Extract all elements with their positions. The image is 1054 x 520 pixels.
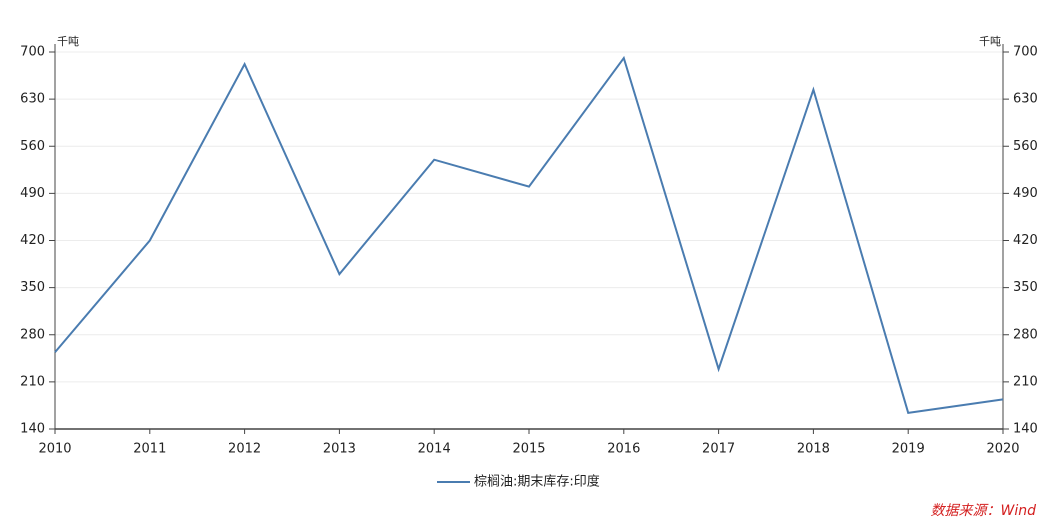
source: 数据来源：Wind — [931, 503, 1037, 519]
y2-tick-label: 630 — [1013, 92, 1038, 107]
x-tick-label: 2019 — [892, 442, 925, 457]
y2-unit: 千吨 — [979, 35, 1001, 48]
y-tick-label: 350 — [20, 280, 45, 295]
y-tick-label: 490 — [20, 186, 45, 201]
x-tick-label: 2011 — [133, 442, 166, 457]
y-tick-label: 210 — [20, 374, 45, 389]
line — [54, 55, 1004, 414]
x-tick-label: 2010 — [38, 442, 71, 457]
y2-tick-label: 350 — [1013, 280, 1038, 295]
x-tick-label: 2013 — [323, 442, 356, 457]
y-tick-label: 140 — [20, 422, 45, 437]
x-tick-label: 2020 — [986, 442, 1019, 457]
y-tick-label: 280 — [20, 327, 45, 342]
x-tick-label: 2016 — [607, 442, 640, 457]
y-unit: 千吨 — [57, 35, 79, 48]
y-tick-label: 700 — [20, 45, 45, 60]
y2-tick-label: 140 — [1013, 422, 1038, 437]
y2-tick-label: 490 — [1013, 186, 1038, 201]
x-tick-label: 2012 — [228, 442, 261, 457]
y2-tick-label: 700 — [1013, 45, 1038, 60]
legend-label: 棕榈油:期末库存:印度 — [474, 474, 600, 490]
y2-tick-label: 280 — [1013, 327, 1038, 342]
y2-tick-label: 210 — [1013, 374, 1038, 389]
x-tick-label: 2014 — [418, 442, 451, 457]
x-tick-label: 2018 — [797, 442, 830, 457]
x-tick-label: 2017 — [702, 442, 735, 457]
y2-tick-label: 560 — [1013, 139, 1038, 154]
y-tick-label: 560 — [20, 139, 45, 154]
y-tick-label: 630 — [20, 92, 45, 107]
x-tick-label: 2015 — [512, 442, 545, 457]
y-tick-label: 420 — [20, 233, 45, 248]
y2-tick-label: 420 — [1013, 233, 1038, 248]
